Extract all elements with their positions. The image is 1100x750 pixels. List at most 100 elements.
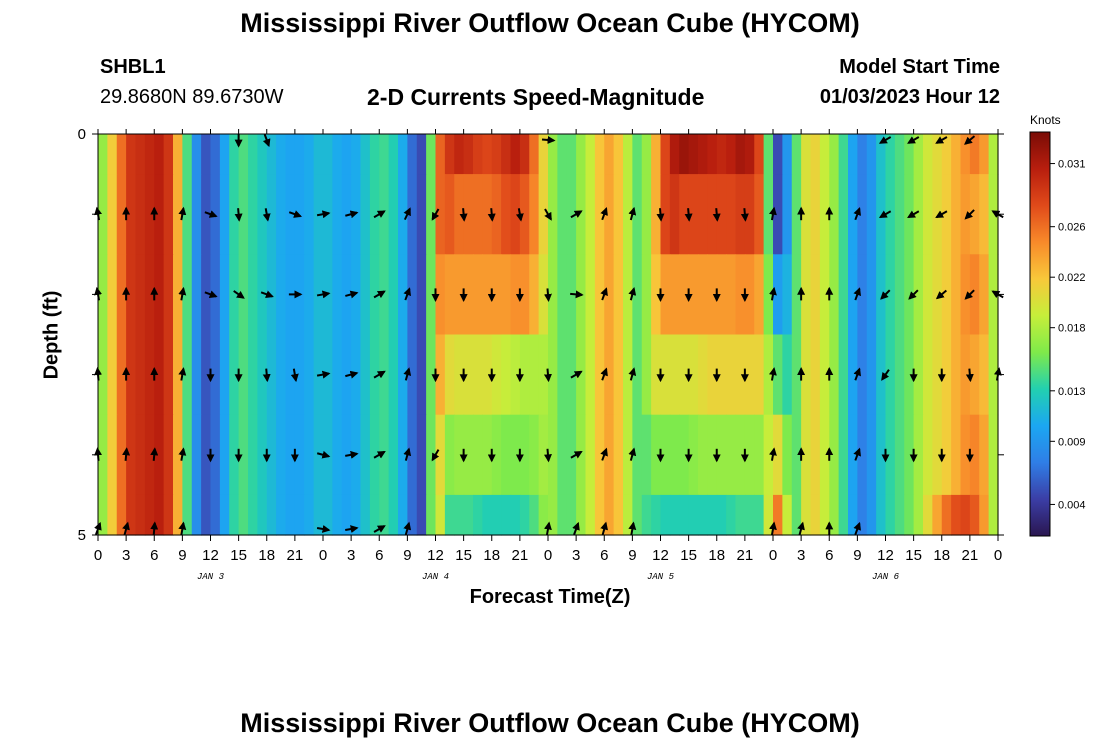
heatmap-cell bbox=[398, 174, 408, 255]
heatmap-cell bbox=[754, 334, 765, 416]
x-tick-label: 18 bbox=[258, 547, 275, 564]
heatmap-cell bbox=[463, 174, 474, 255]
heatmap-cell bbox=[323, 494, 333, 536]
heatmap-cell bbox=[913, 334, 924, 416]
vector-arrow bbox=[204, 210, 218, 218]
x-tick-label: 21 bbox=[737, 547, 754, 564]
heatmap-cell bbox=[107, 334, 118, 416]
heatmap-cell bbox=[885, 254, 896, 336]
heatmap-cell bbox=[791, 254, 802, 336]
heatmap-cell bbox=[773, 494, 783, 536]
heatmap-cell bbox=[107, 134, 118, 175]
colorbar-tick-label: 0.026 bbox=[1058, 222, 1086, 234]
heatmap-cell bbox=[107, 174, 118, 255]
heatmap-cell bbox=[482, 174, 493, 255]
heatmap-cell bbox=[782, 334, 793, 416]
y-axis-ticks: 05 bbox=[78, 126, 1004, 544]
vector-arrow bbox=[316, 210, 331, 219]
heatmap-cell bbox=[941, 414, 952, 496]
heatmap-cell bbox=[538, 254, 549, 336]
heatmap-cell bbox=[660, 174, 671, 255]
heatmap-cell bbox=[257, 174, 268, 255]
heatmap-cell bbox=[538, 334, 549, 416]
heatmap-cell bbox=[435, 494, 446, 536]
heatmap-cell bbox=[379, 254, 390, 336]
heatmap-cell bbox=[454, 174, 465, 255]
heatmap-cell bbox=[988, 414, 999, 496]
heatmap-cell bbox=[932, 334, 943, 416]
x-tick-label: 3 bbox=[347, 547, 355, 564]
heatmap-cell bbox=[294, 134, 305, 175]
vector-arrow bbox=[262, 134, 271, 148]
heatmap-cell bbox=[594, 414, 605, 496]
heatmap-cell bbox=[876, 414, 887, 496]
heatmap-cell bbox=[491, 134, 502, 175]
heatmap-cell bbox=[163, 174, 174, 255]
heatmap-cell bbox=[276, 414, 287, 496]
y-tick-label: 5 bbox=[78, 527, 86, 544]
heatmap-cell bbox=[398, 134, 408, 175]
heatmap-cell bbox=[857, 134, 868, 175]
heatmap-cell bbox=[248, 174, 258, 255]
heatmap-cell bbox=[773, 174, 783, 255]
heatmap-cell bbox=[144, 494, 155, 536]
heatmap-cell bbox=[538, 134, 549, 175]
x-tick-label: 0 bbox=[94, 547, 102, 564]
heatmap-cell bbox=[529, 254, 540, 336]
heatmap-cell bbox=[979, 334, 990, 416]
heatmap-cell bbox=[529, 494, 540, 536]
heatmap-cell bbox=[969, 494, 980, 536]
heatmap-cell bbox=[219, 134, 230, 175]
heatmap-cell bbox=[276, 174, 287, 255]
heatmap-cell bbox=[829, 414, 840, 496]
heatmap-cell bbox=[913, 174, 924, 255]
heatmap-cell bbox=[641, 254, 652, 336]
heatmap-cell bbox=[473, 174, 483, 255]
heatmap-cell bbox=[126, 254, 137, 336]
heatmap-cell bbox=[819, 494, 830, 536]
heatmap-cell bbox=[876, 494, 887, 536]
heatmap-cell bbox=[491, 494, 502, 536]
heatmap-cell bbox=[594, 174, 605, 255]
heatmap-cell bbox=[951, 494, 962, 536]
heatmap-cell bbox=[313, 134, 324, 175]
heatmap-cell bbox=[988, 134, 999, 175]
heatmap-cell bbox=[538, 494, 549, 536]
x-tick-label: 9 bbox=[853, 547, 861, 564]
heatmap-cell bbox=[144, 174, 155, 255]
heatmap-cell bbox=[360, 494, 371, 536]
heatmap-cell bbox=[951, 334, 962, 416]
heatmap-cell bbox=[848, 174, 858, 255]
x-axis-ticks: 0 3 6 9 12 15 18 21 0 3 6 9 12 15 18 21 0 3 6 9 12 15 18 21 0 3 6 9… bbox=[94, 129, 1002, 582]
heatmap-cell bbox=[838, 174, 849, 255]
heatmap-cell bbox=[838, 134, 849, 175]
heatmap-cell bbox=[885, 494, 896, 536]
heatmap-cell bbox=[416, 494, 427, 536]
heatmap-cell bbox=[857, 414, 868, 496]
heatmap-cell bbox=[848, 334, 858, 416]
heatmap-cell bbox=[510, 174, 521, 255]
heatmap-cell bbox=[754, 254, 765, 336]
heatmap-cell bbox=[669, 414, 680, 496]
heatmap-cell bbox=[763, 254, 774, 336]
heatmap-cell bbox=[641, 334, 652, 416]
x-tick-label: 6 bbox=[825, 547, 833, 564]
heatmap-cell bbox=[726, 134, 737, 175]
heatmap-cell bbox=[885, 334, 896, 416]
heatmap-cell bbox=[332, 334, 343, 416]
heatmap-cell bbox=[866, 494, 877, 536]
vector-arrow bbox=[262, 368, 271, 383]
heatmap-cell bbox=[913, 494, 924, 536]
heatmap-cell bbox=[688, 174, 699, 255]
heatmap-cell bbox=[641, 414, 652, 496]
vector-arrow bbox=[345, 290, 359, 299]
heatmap-cell bbox=[885, 134, 896, 175]
heatmap-cell bbox=[126, 334, 137, 416]
heatmap-cell bbox=[416, 414, 427, 496]
heatmap-cell bbox=[510, 414, 521, 496]
vector-arrow bbox=[907, 136, 920, 144]
heatmap-cell bbox=[679, 254, 690, 336]
vector-arrow bbox=[628, 206, 637, 221]
heatmap-cell bbox=[585, 414, 596, 496]
vector-arrow bbox=[935, 289, 947, 300]
